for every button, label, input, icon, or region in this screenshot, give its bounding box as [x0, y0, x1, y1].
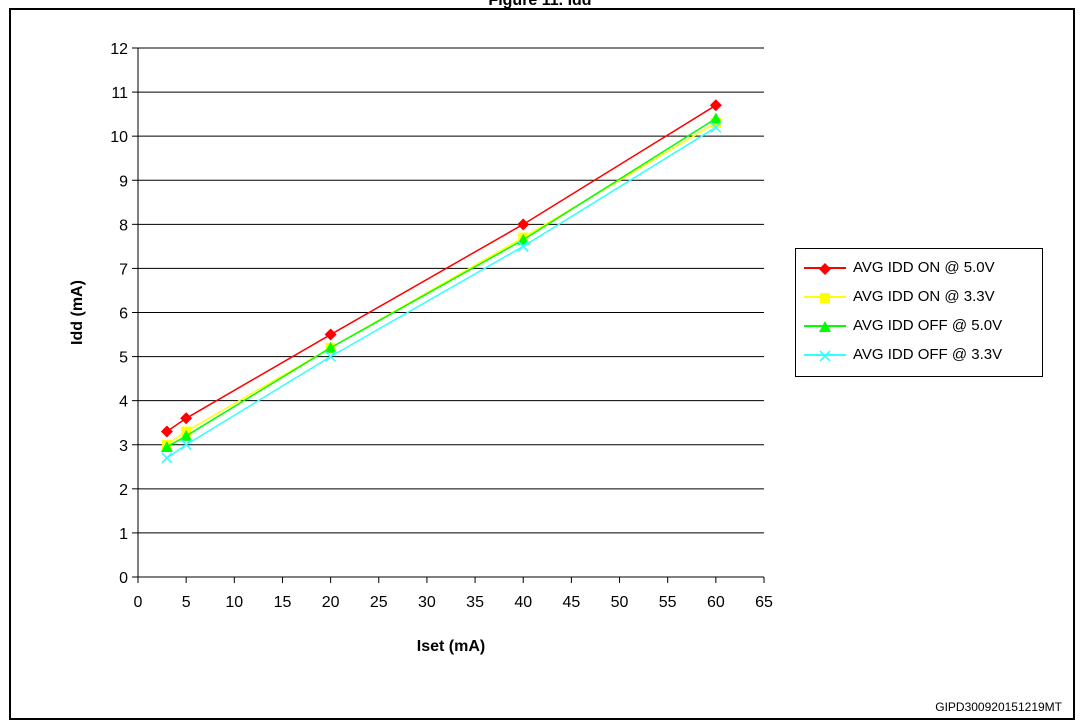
x-tick-label: 50 — [611, 594, 629, 611]
y-tick-label: 0 — [119, 570, 128, 587]
data-point — [180, 412, 193, 425]
data-point — [180, 439, 192, 451]
legend-label: AVG IDD ON @ 3.3V — [853, 288, 995, 305]
x-tick-label: 5 — [182, 594, 191, 611]
legend-marker-shape — [820, 293, 830, 303]
data-point — [709, 112, 722, 124]
legend-marker — [819, 262, 831, 275]
x-tick-label: 15 — [274, 594, 292, 611]
y-tick-label: 4 — [119, 394, 128, 411]
legend-marker — [819, 349, 831, 362]
data-point — [517, 218, 530, 231]
y-axis-label: Idd (mA) — [69, 280, 86, 345]
x-axis-label: Iset (mA) — [417, 638, 485, 655]
y-tick-label: 12 — [110, 41, 128, 58]
data-point — [161, 452, 173, 464]
legend-marker-shape — [819, 263, 831, 275]
x-tick-label: 10 — [225, 594, 243, 611]
data-point — [710, 121, 722, 133]
y-tick-label: 10 — [110, 129, 128, 146]
legend-label: AVG IDD OFF @ 5.0V — [853, 317, 1003, 334]
x-tick-label: 35 — [466, 594, 484, 611]
legend-marker — [819, 320, 831, 332]
x-tick-label: 40 — [514, 594, 532, 611]
y-tick-label: 5 — [119, 350, 128, 367]
x-tick-label: 65 — [755, 594, 773, 611]
legend-item: AVG IDD ON @ 5.0V — [796, 258, 1042, 278]
x-tick-label: 20 — [322, 594, 340, 611]
legend-marker-shape — [819, 350, 831, 362]
data-point — [517, 240, 529, 252]
y-tick-label: 8 — [119, 217, 128, 234]
x-tick-label: 45 — [562, 594, 580, 611]
data-point — [324, 341, 337, 353]
y-tick-label: 7 — [119, 261, 128, 278]
legend: AVG IDD ON @ 5.0V AVG IDD ON @ 3.3V AVG … — [795, 248, 1043, 377]
x-tick-label: 30 — [418, 594, 436, 611]
x-tick-label: 25 — [370, 594, 388, 611]
x-tick-label: 55 — [659, 594, 677, 611]
legend-item: AVG IDD OFF @ 5.0V — [796, 316, 1042, 336]
data-point — [709, 99, 722, 112]
y-tick-label: 11 — [111, 85, 128, 102]
y-tick-label: 6 — [119, 306, 128, 323]
data-point — [325, 351, 337, 363]
data-point — [160, 440, 173, 452]
data-point — [324, 328, 337, 341]
y-tick-label: 2 — [119, 482, 128, 499]
data-point — [180, 429, 193, 441]
legend-marker — [819, 291, 831, 303]
legend-item: AVG IDD ON @ 3.3V — [796, 287, 1042, 307]
legend-label: AVG IDD ON @ 5.0V — [853, 259, 995, 276]
y-tick-label: 3 — [119, 438, 128, 455]
series-line — [166, 126, 717, 459]
legend-line-swatch — [804, 354, 846, 356]
series-line — [166, 117, 717, 448]
x-tick-label: 0 — [134, 594, 143, 611]
data-point — [517, 233, 530, 245]
legend-label: AVG IDD OFF @ 3.3V — [853, 346, 1003, 363]
y-tick-label: 1 — [119, 526, 128, 543]
x-tick-label: 60 — [707, 594, 725, 611]
figure-code: GIPD300920151219MT — [935, 700, 1062, 714]
legend-marker-shape — [819, 321, 831, 332]
y-tick-label: 9 — [119, 173, 128, 190]
legend-item: AVG IDD OFF @ 3.3V — [796, 345, 1042, 365]
data-point — [160, 425, 173, 438]
chart-title: Figure 11. Idd — [488, 0, 592, 9]
